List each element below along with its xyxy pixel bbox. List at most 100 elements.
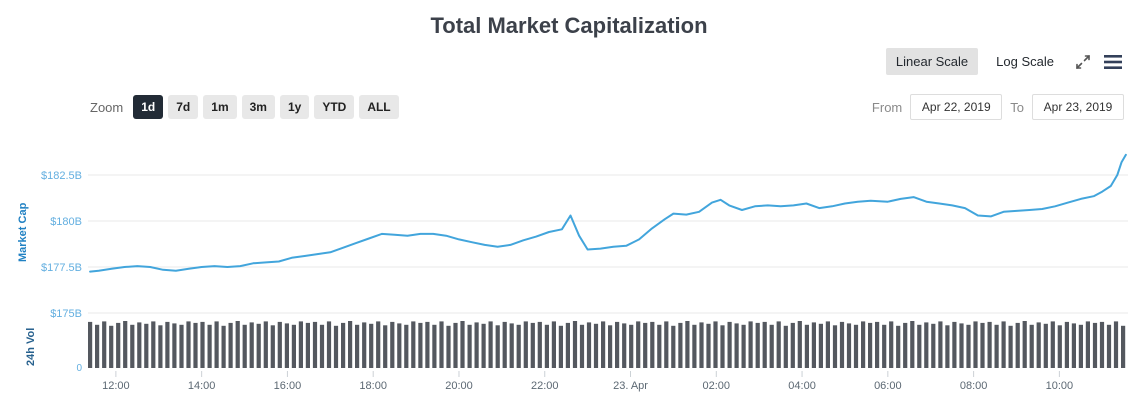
volume-bar (558, 325, 563, 368)
zoom-button-1y[interactable]: 1y (279, 95, 310, 119)
volume-bar (839, 321, 845, 368)
volume-bar (305, 322, 310, 368)
linear-scale-button[interactable]: Linear Scale (885, 48, 979, 75)
volume-bar (1106, 324, 1112, 368)
volume-bar (1085, 321, 1090, 368)
volume-bar (284, 323, 289, 368)
volume-bar (326, 321, 332, 368)
zoom-button-7d[interactable]: 7d (168, 95, 199, 119)
volume-bar (790, 322, 795, 368)
volume-bar (207, 324, 212, 368)
volume-bar (685, 321, 690, 368)
volume-bar (355, 324, 360, 368)
to-label: To (1010, 99, 1024, 115)
volume-bar (980, 322, 985, 368)
volume-bar (811, 322, 816, 368)
volume-bar (776, 321, 781, 368)
volume-bar (165, 321, 170, 368)
expand-arrows-glyph (1076, 54, 1090, 69)
volume-bar (706, 323, 711, 368)
zoom-controls: Zoom 1d 7d 1m 3m 1y YTD ALL (90, 95, 404, 119)
from-date-input[interactable] (910, 94, 1003, 120)
volume-bar (432, 324, 437, 368)
volume-bar (551, 321, 556, 368)
volume-bar (1064, 321, 1069, 368)
volume-bar (615, 321, 620, 368)
x-tick-label: 04:00 (788, 380, 816, 392)
volume-bar (846, 323, 852, 368)
volume-bar (137, 322, 142, 368)
volume-bar (973, 321, 978, 368)
volume-bar (390, 321, 395, 368)
volume-bar (411, 321, 416, 368)
zoom-button-all[interactable]: ALL (359, 95, 399, 119)
volume-bar (579, 324, 585, 368)
volume-bar (1050, 321, 1055, 368)
volume-bar (404, 324, 409, 368)
volume-bar (994, 324, 999, 368)
volume-bar (495, 325, 500, 368)
volume-bar (699, 322, 704, 368)
volume-bar (572, 321, 578, 368)
volume-bar (95, 324, 100, 368)
volume-bar (151, 321, 156, 368)
volume-bar (657, 324, 662, 368)
volume-bar (769, 324, 774, 368)
volume-bar (882, 324, 887, 368)
volume-bar (910, 321, 915, 368)
volume-bar (818, 323, 823, 368)
y-tick-label: $180B (50, 216, 82, 228)
volume-bar (664, 321, 669, 368)
volume-bar (530, 322, 535, 368)
volume-bar (439, 321, 444, 368)
volume-bar (931, 323, 936, 368)
menu-icon[interactable] (1102, 51, 1124, 73)
y-tick-label: $182.5B (41, 170, 82, 182)
volume-bar (109, 325, 114, 368)
volume-bar (544, 324, 549, 368)
volume-bar (1099, 321, 1105, 368)
volume-bar (249, 322, 254, 368)
market-cap-chart[interactable]: $175B $177.5B $180B $182.5B 0 12:00 14:00 16:00… (0, 128, 1138, 396)
x-tick-label: 12:00 (102, 380, 130, 392)
volume-bar (1008, 325, 1013, 368)
volume-bar (601, 321, 606, 368)
volume-bar (896, 325, 901, 368)
volume-bar (158, 325, 163, 368)
volume-bar (228, 322, 233, 368)
zoom-button-1d[interactable]: 1d (133, 95, 164, 119)
x-tick-label: 02:00 (703, 380, 731, 392)
volume-bar (1078, 324, 1083, 368)
volume-bar (144, 323, 149, 368)
volume-bar (1043, 323, 1048, 368)
volume-bar (713, 321, 718, 368)
volume-bar (629, 324, 634, 368)
volume-bar (123, 321, 128, 368)
volume-bar (214, 321, 219, 368)
volume-bar (1113, 321, 1119, 368)
scale-toolbar: Linear Scale Log Scale (885, 48, 1124, 75)
volume-bar (1071, 323, 1076, 368)
volume-bar (242, 324, 247, 368)
volume-bar (622, 323, 627, 368)
to-date-input[interactable] (1032, 94, 1124, 120)
volume-bar (825, 321, 830, 368)
zoom-button-ytd[interactable]: YTD (314, 95, 355, 119)
volume-bar (362, 322, 367, 368)
volume-bar (270, 325, 275, 368)
volume-bar (1057, 325, 1062, 368)
volume-bar (861, 321, 866, 368)
volume-bar (762, 321, 767, 368)
fullscreen-icon[interactable] (1072, 51, 1094, 73)
zoom-button-3m[interactable]: 3m (241, 95, 275, 119)
volume-bar (727, 321, 732, 368)
zoom-button-1m[interactable]: 1m (203, 95, 237, 119)
volume-bar (1092, 322, 1098, 368)
volume-bar (959, 323, 964, 368)
volume-bar (966, 324, 971, 368)
x-tick-label: 14:00 (188, 380, 216, 392)
log-scale-button[interactable]: Log Scale (986, 48, 1064, 75)
x-tick-label: 22:00 (531, 380, 559, 392)
